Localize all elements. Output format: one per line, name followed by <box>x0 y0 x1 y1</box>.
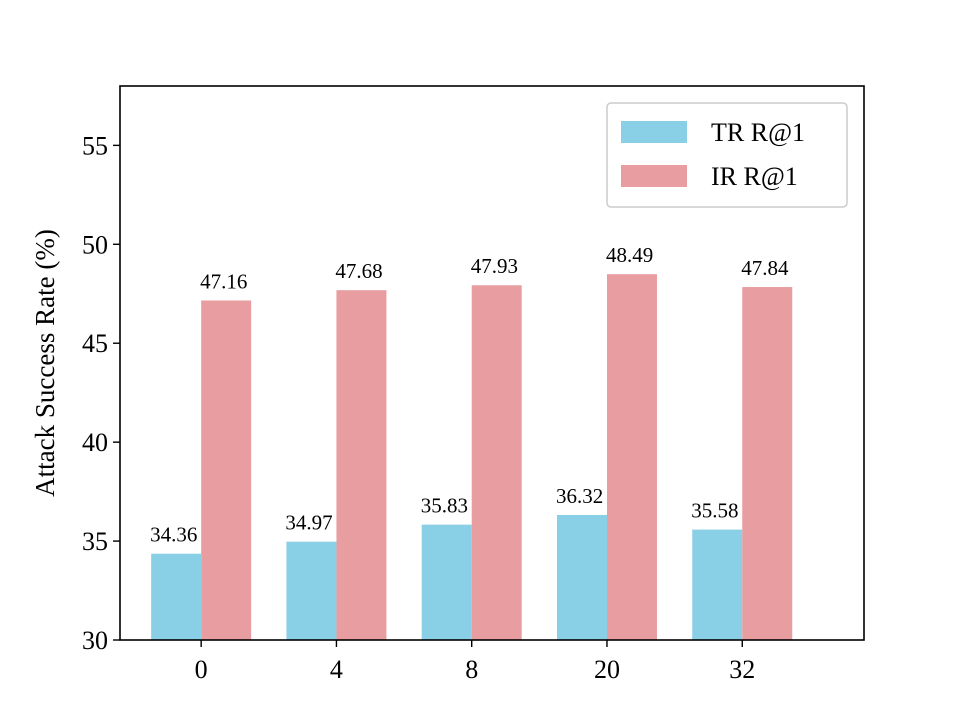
y-axis: 30 35 40 45 50 55 <box>82 131 120 655</box>
bar-tr-32 <box>692 529 743 640</box>
data-label-tr-8: 35.83 <box>421 494 468 518</box>
data-label-ir-8: 47.93 <box>471 254 518 278</box>
x-axis: 0 4 8 20 32 <box>195 640 755 684</box>
x-tick-label: 32 <box>729 655 755 684</box>
data-label-tr-4: 34.97 <box>285 511 332 535</box>
bar-ir-32 <box>742 287 793 640</box>
legend: TR R@1 IR R@1 <box>606 102 848 208</box>
legend-swatch-ir <box>621 165 687 187</box>
bar-ir-4 <box>336 290 387 640</box>
bar-ir-20 <box>606 274 657 640</box>
y-tick-label: 30 <box>82 626 108 655</box>
legend-label-ir: IR R@1 <box>711 162 798 191</box>
bar-ir-8 <box>471 285 522 640</box>
bar-tr-4 <box>286 541 337 640</box>
x-tick-label: 8 <box>465 655 478 684</box>
data-label-ir-32: 47.84 <box>741 256 789 280</box>
bar-tr-20 <box>556 514 607 640</box>
data-label-ir-0: 47.16 <box>200 269 247 293</box>
data-label-ir-20: 48.49 <box>606 243 653 267</box>
legend-label-tr: TR R@1 <box>711 118 805 147</box>
x-tick-label: 20 <box>594 655 620 684</box>
y-tick-label: 35 <box>82 527 108 556</box>
y-axis-label: Attack Success Rate (%) <box>30 229 60 497</box>
bar-ir-0 <box>201 300 252 640</box>
y-tick-label: 50 <box>82 230 108 259</box>
data-label-tr-0: 34.36 <box>150 523 197 547</box>
x-tick-label: 0 <box>195 655 208 684</box>
x-tick-label: 4 <box>330 655 343 684</box>
bar-tr-0 <box>151 553 202 640</box>
y-tick-label: 45 <box>82 329 108 358</box>
bar-tr-8 <box>421 524 472 640</box>
data-label-tr-32: 35.58 <box>691 499 738 523</box>
data-label-tr-20: 36.32 <box>556 484 603 508</box>
plot-frame <box>119 85 865 641</box>
data-label-ir-4: 47.68 <box>335 259 382 283</box>
bars-group <box>151 274 793 640</box>
legend-swatch-tr <box>621 121 687 143</box>
y-tick-label: 55 <box>82 131 108 160</box>
y-tick-label: 40 <box>82 428 108 457</box>
data-labels-group: 34.36 47.16 34.97 47.68 35.83 47.93 36.32 48.49… <box>150 243 789 547</box>
